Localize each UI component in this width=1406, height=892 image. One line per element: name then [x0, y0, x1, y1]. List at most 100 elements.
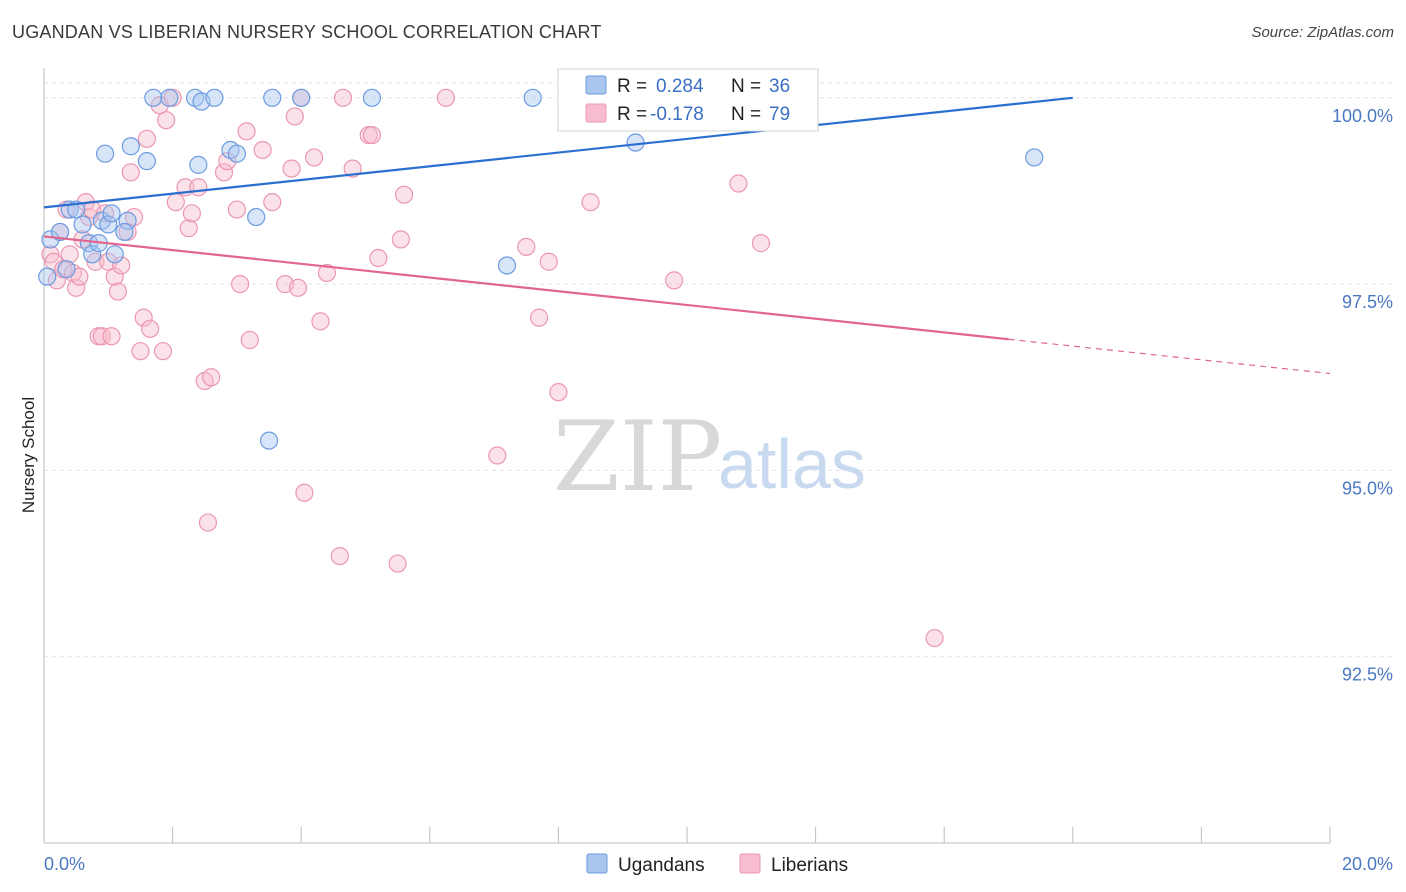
liberian-point [369, 248, 388, 268]
liberian-point [214, 163, 234, 182]
ugandan-point [263, 88, 282, 107]
liberian-point [157, 111, 176, 130]
liberian-point [925, 628, 944, 648]
liberian-point [517, 237, 536, 256]
liberian-point [488, 446, 507, 465]
liberian-point [391, 230, 410, 249]
liberian-point [202, 368, 221, 387]
stats-r-value-1: 0.284 [656, 76, 704, 97]
liberian-point [92, 327, 111, 346]
liberian-point [549, 383, 568, 402]
ugandan-point [57, 260, 76, 279]
ugandan-point [137, 152, 156, 171]
liberian-point [330, 547, 349, 566]
ugandan-point [247, 207, 266, 227]
liberian-point [227, 200, 246, 219]
liberian-point [108, 282, 128, 301]
y-axis-tick-labels: 92.5% 95.0% 97.5% 100.0% [1332, 106, 1393, 685]
liberian-point [105, 267, 124, 286]
liberian-trendline [43, 235, 1009, 341]
liberian-point [240, 330, 259, 350]
ugandan-point [38, 267, 57, 286]
liberian-point [436, 88, 455, 107]
liberian-point [218, 152, 237, 171]
liberian-point [137, 129, 156, 148]
y-tick-label: 92.5% [1342, 665, 1393, 685]
stats-legend-swatch-ugandans [585, 75, 607, 95]
ugandan-point [105, 245, 124, 264]
x-tick-label-min: 0.0% [44, 854, 85, 874]
x-axis-ticks [43, 827, 1331, 843]
stats-r-label-1: R = [617, 76, 647, 97]
liberian-point [388, 554, 407, 573]
liberian-point [189, 178, 208, 197]
liberian-point [166, 193, 185, 212]
ugandan-point [99, 215, 118, 234]
series-ugandans [38, 88, 1044, 450]
chart-title: UGANDAN VS LIBERIAN NURSERY SCHOOL CORRE… [12, 22, 602, 42]
stats-n-value-2: 79 [769, 104, 790, 125]
liberian-point [394, 185, 414, 204]
stats-legend-swatch-liberians [585, 103, 607, 123]
ugandan-point [292, 88, 311, 107]
liberian-point [530, 308, 549, 327]
y-tick-label: 97.5% [1342, 292, 1393, 312]
liberian-point [282, 159, 301, 178]
liberian-trendline-extension [1008, 338, 1331, 375]
liberian-point [317, 263, 337, 283]
ugandan-point [205, 88, 224, 107]
legend-swatch-liberians [739, 853, 761, 874]
legend-label-liberians: Liberians [771, 855, 848, 876]
gridlines [44, 82, 1392, 658]
stats-n-label-1: N = [731, 76, 761, 97]
liberian-point [182, 204, 201, 223]
liberian-point [231, 275, 250, 294]
liberian-point [253, 140, 272, 160]
ugandan-point [144, 88, 163, 107]
liberian-point [140, 319, 160, 338]
liberian-point [295, 483, 314, 502]
liberian-point [102, 327, 121, 346]
liberian-point [60, 245, 79, 264]
y-tick-label: 100.0% [1332, 106, 1393, 126]
ugandan-point [115, 222, 134, 242]
liberian-point [304, 148, 324, 167]
liberian-point [112, 256, 131, 275]
ugandan-point [497, 256, 517, 275]
liberian-point [581, 193, 600, 212]
ugandan-point [50, 222, 70, 242]
source-credit: Source: ZipAtlas.com [1251, 24, 1394, 41]
liberian-point [362, 125, 382, 145]
legend-label-ugandans: Ugandans [618, 855, 705, 876]
liberian-point [539, 252, 558, 271]
liberian-point [121, 163, 140, 182]
watermark-atlas: atlas [718, 425, 866, 503]
legend-swatch-ugandans [586, 853, 608, 874]
watermark-zip: ZIP [553, 401, 722, 513]
ugandan-point [160, 88, 179, 107]
liberian-point [263, 193, 282, 212]
trendlines [43, 96, 1331, 375]
liberian-point [311, 312, 330, 331]
liberian-point [285, 107, 304, 126]
ugandan-point [73, 215, 92, 234]
liberian-point [134, 308, 153, 327]
ugandan-point [523, 88, 542, 107]
liberian-point [729, 174, 748, 193]
stats-legend: R = 0.284 N = 36 R = -0.178 N = 79 [557, 68, 819, 132]
ugandan-point [95, 144, 115, 163]
ugandan-trendline [43, 96, 1073, 209]
watermark: ZIP atlas [553, 401, 866, 513]
liberian-point [288, 278, 308, 297]
ugandan-point [102, 204, 121, 223]
stats-n-label-2: N = [731, 104, 761, 125]
ugandan-point [227, 144, 246, 163]
ugandan-point [83, 245, 102, 264]
x-tick-label-max: 20.0% [1342, 854, 1393, 874]
liberian-point [343, 159, 362, 178]
liberian-point [751, 234, 771, 253]
liberian-point [665, 271, 684, 290]
liberian-point [153, 342, 173, 361]
ugandan-point [41, 230, 60, 249]
stats-r-label-2: R = [617, 104, 647, 125]
